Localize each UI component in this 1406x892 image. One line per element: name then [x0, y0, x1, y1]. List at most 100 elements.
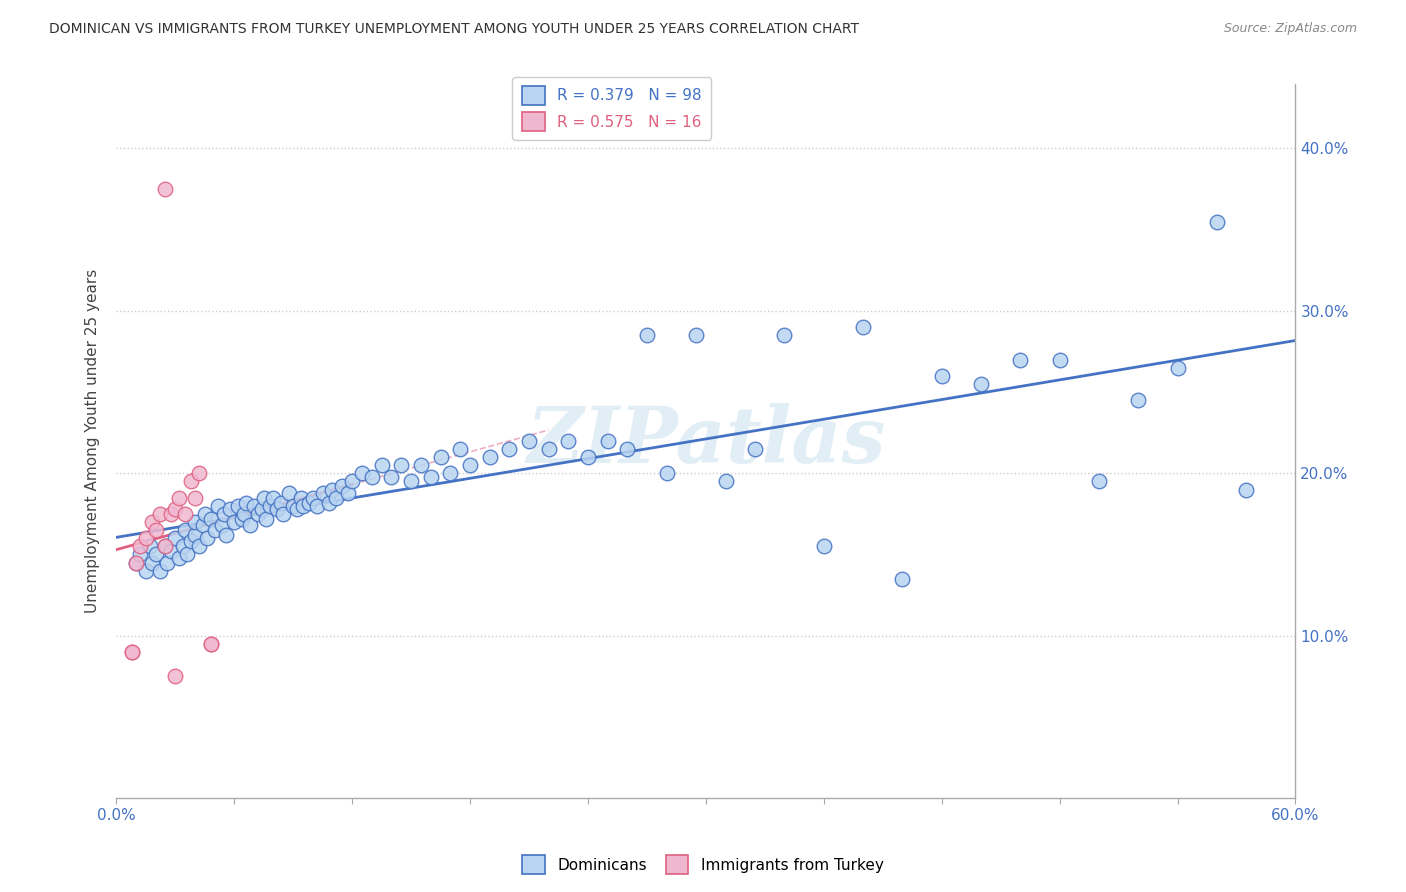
Point [148, 564, 170, 578]
Point [155, 182, 177, 196]
Point [243, 499, 266, 513]
Point [291, 499, 314, 513]
Point [270, 495, 292, 509]
Point [128, 548, 150, 562]
Text: ZIPatlas: ZIPatlas [526, 402, 886, 479]
Point [298, 495, 321, 509]
Point [180, 534, 202, 549]
Point [165, 502, 187, 516]
Point [215, 528, 238, 542]
Point [478, 450, 501, 464]
Point [174, 507, 197, 521]
Point [458, 458, 481, 472]
Point [204, 523, 226, 537]
Point [165, 531, 187, 545]
Point [655, 467, 678, 481]
Point [121, 645, 143, 659]
Text: Source: ZipAtlas.com: Source: ZipAtlas.com [1223, 22, 1357, 36]
Legend: R = 0.379   N = 98, R = 0.575   N = 16: R = 0.379 N = 98, R = 0.575 N = 16 [512, 77, 710, 140]
Point [125, 556, 148, 570]
Point [200, 637, 222, 651]
Point [685, 328, 707, 343]
Point [155, 540, 177, 554]
Point [813, 540, 835, 554]
Point [389, 458, 412, 472]
Point [184, 491, 207, 505]
Point [121, 645, 143, 659]
Point [281, 499, 304, 513]
Point [714, 475, 737, 489]
Point [350, 467, 373, 481]
Point [273, 507, 295, 521]
Point [211, 518, 233, 533]
Point [970, 376, 993, 391]
Point [167, 491, 190, 505]
Point [301, 491, 323, 505]
Point [254, 512, 277, 526]
Point [311, 485, 333, 500]
Point [1205, 214, 1227, 228]
Point [1088, 475, 1111, 489]
Point [184, 515, 207, 529]
Point [537, 442, 560, 456]
Point [1167, 360, 1189, 375]
Point [207, 499, 229, 513]
Point [263, 491, 285, 505]
Point [1234, 483, 1257, 497]
Point [285, 502, 308, 516]
Point [145, 548, 167, 562]
Point [224, 515, 246, 529]
Point [744, 442, 766, 456]
Point [498, 442, 520, 456]
Point [184, 528, 207, 542]
Point [1010, 352, 1032, 367]
Point [340, 475, 363, 489]
Point [360, 469, 382, 483]
Point [250, 502, 273, 516]
Point [160, 507, 183, 521]
Point [128, 540, 150, 554]
Point [174, 523, 197, 537]
Point [138, 540, 160, 554]
Point [576, 450, 599, 464]
Point [253, 491, 276, 505]
Point [325, 491, 347, 505]
Point [191, 518, 214, 533]
Point [278, 485, 301, 500]
Point [557, 434, 579, 448]
Point [200, 637, 222, 651]
Point [852, 320, 875, 334]
Point [180, 475, 202, 489]
Point [517, 434, 540, 448]
Point [616, 442, 638, 456]
Point [330, 479, 353, 493]
Point [235, 495, 257, 509]
Point [219, 502, 242, 516]
Point [233, 507, 256, 521]
Point [125, 556, 148, 570]
Point [246, 507, 269, 521]
Point [449, 442, 471, 456]
Point [370, 458, 392, 472]
Point [167, 550, 190, 565]
Point [135, 531, 157, 545]
Point [1049, 352, 1071, 367]
Point [155, 540, 177, 554]
Point [172, 540, 194, 554]
Point [176, 548, 198, 562]
Point [318, 495, 340, 509]
Point [141, 515, 163, 529]
Point [200, 512, 222, 526]
Point [1128, 393, 1150, 408]
Point [239, 518, 262, 533]
Point [135, 564, 157, 578]
Point [145, 523, 167, 537]
Y-axis label: Unemployment Among Youth under 25 years: Unemployment Among Youth under 25 years [86, 268, 100, 613]
Point [214, 507, 236, 521]
Point [156, 556, 179, 570]
Legend: Dominicans, Immigrants from Turkey: Dominicans, Immigrants from Turkey [516, 849, 890, 880]
Point [773, 328, 796, 343]
Point [305, 499, 328, 513]
Point [321, 483, 343, 497]
Text: DOMINICAN VS IMMIGRANTS FROM TURKEY UNEMPLOYMENT AMONG YOUTH UNDER 25 YEARS CORR: DOMINICAN VS IMMIGRANTS FROM TURKEY UNEM… [49, 22, 859, 37]
